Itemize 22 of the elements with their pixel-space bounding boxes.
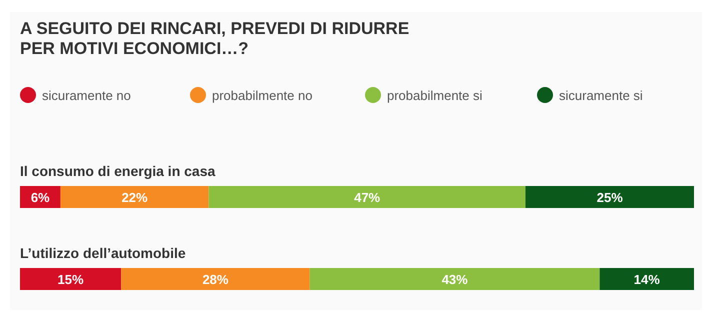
data-label: 25%	[596, 190, 624, 205]
data-label: 6%	[30, 190, 50, 205]
legend-label: sicuramente si	[559, 88, 643, 103]
bar	[208, 186, 526, 208]
data-label: 22%	[122, 190, 148, 205]
legend-label: sicuramente no	[42, 88, 131, 103]
y-tick-label: L’utilizzo dell’automobile	[20, 245, 186, 261]
data-label: 15%	[58, 272, 84, 287]
data-label: 14%	[634, 272, 660, 287]
data-label: 28%	[202, 272, 229, 287]
y-tick-label: Il consumo di energia in casa	[20, 163, 216, 179]
bar	[20, 268, 122, 290]
legend-label: probabilmente si	[387, 88, 482, 103]
bar	[310, 268, 600, 290]
bar	[60, 186, 209, 208]
bar	[600, 268, 694, 290]
bar	[526, 186, 694, 208]
legend-label: probabilmente no	[212, 88, 312, 103]
data-label: 43%	[442, 272, 468, 287]
bar	[121, 268, 310, 290]
data-label: 47%	[354, 190, 381, 205]
chart-title: A SEGUITO DEI RINCARI, PREVEDI DI RIDURRE PER MOTIVI ECONOMICI…?	[20, 19, 410, 58]
